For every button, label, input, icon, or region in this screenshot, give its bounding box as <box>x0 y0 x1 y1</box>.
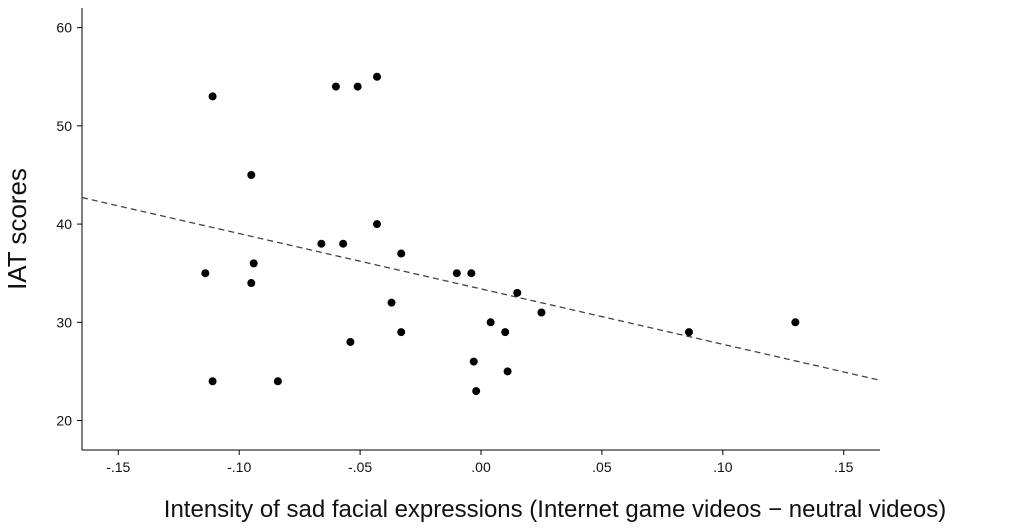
data-point <box>208 92 217 101</box>
data-point <box>317 239 326 248</box>
y-axis-ticks: 20 30 40 50 60 <box>56 20 82 429</box>
data-point <box>501 328 510 337</box>
data-point <box>208 377 217 386</box>
fit-line <box>81 196 881 381</box>
y-axis-title: IAT scores <box>2 168 32 290</box>
data-point <box>397 249 406 258</box>
x-tick-label: -.10 <box>227 459 251 475</box>
data-point <box>537 308 546 317</box>
y-tick-label: 40 <box>56 216 72 232</box>
data-point <box>346 337 355 346</box>
data-point <box>513 288 522 297</box>
x-axis-title: Intensity of sad facial expressions (Int… <box>164 496 946 523</box>
data-point <box>486 318 495 327</box>
data-point <box>791 318 800 327</box>
data-point <box>201 269 210 278</box>
y-tick-label: 30 <box>56 314 72 330</box>
x-tick-label: .05 <box>592 459 612 475</box>
data-point <box>247 279 256 288</box>
data-point <box>387 298 396 307</box>
data-point <box>353 82 362 91</box>
data-point <box>273 377 282 386</box>
data-point <box>339 239 348 248</box>
axes <box>81 8 880 451</box>
x-tick-label: -.15 <box>106 459 130 475</box>
data-point <box>397 328 406 337</box>
data-point <box>503 367 512 376</box>
data-point <box>373 72 382 81</box>
data-point <box>472 387 481 396</box>
data-point <box>331 82 340 91</box>
x-tick-label: -.05 <box>348 459 372 475</box>
y-tick-label: 20 <box>56 413 72 429</box>
x-tick-label: .00 <box>471 459 491 475</box>
data-points <box>201 72 800 396</box>
data-point <box>684 328 693 337</box>
data-point <box>249 259 258 268</box>
data-point <box>467 269 476 278</box>
x-tick-label: .10 <box>713 459 733 475</box>
data-point <box>247 170 256 179</box>
x-tick-label: .15 <box>834 459 854 475</box>
y-tick-label: 60 <box>56 20 72 36</box>
y-tick-label: 50 <box>56 118 72 134</box>
data-point <box>469 357 478 366</box>
data-point <box>452 269 461 278</box>
x-axis-ticks: -.15 -.10 -.05 .00 .05 .10 .15 <box>106 450 854 475</box>
data-point <box>373 220 382 229</box>
